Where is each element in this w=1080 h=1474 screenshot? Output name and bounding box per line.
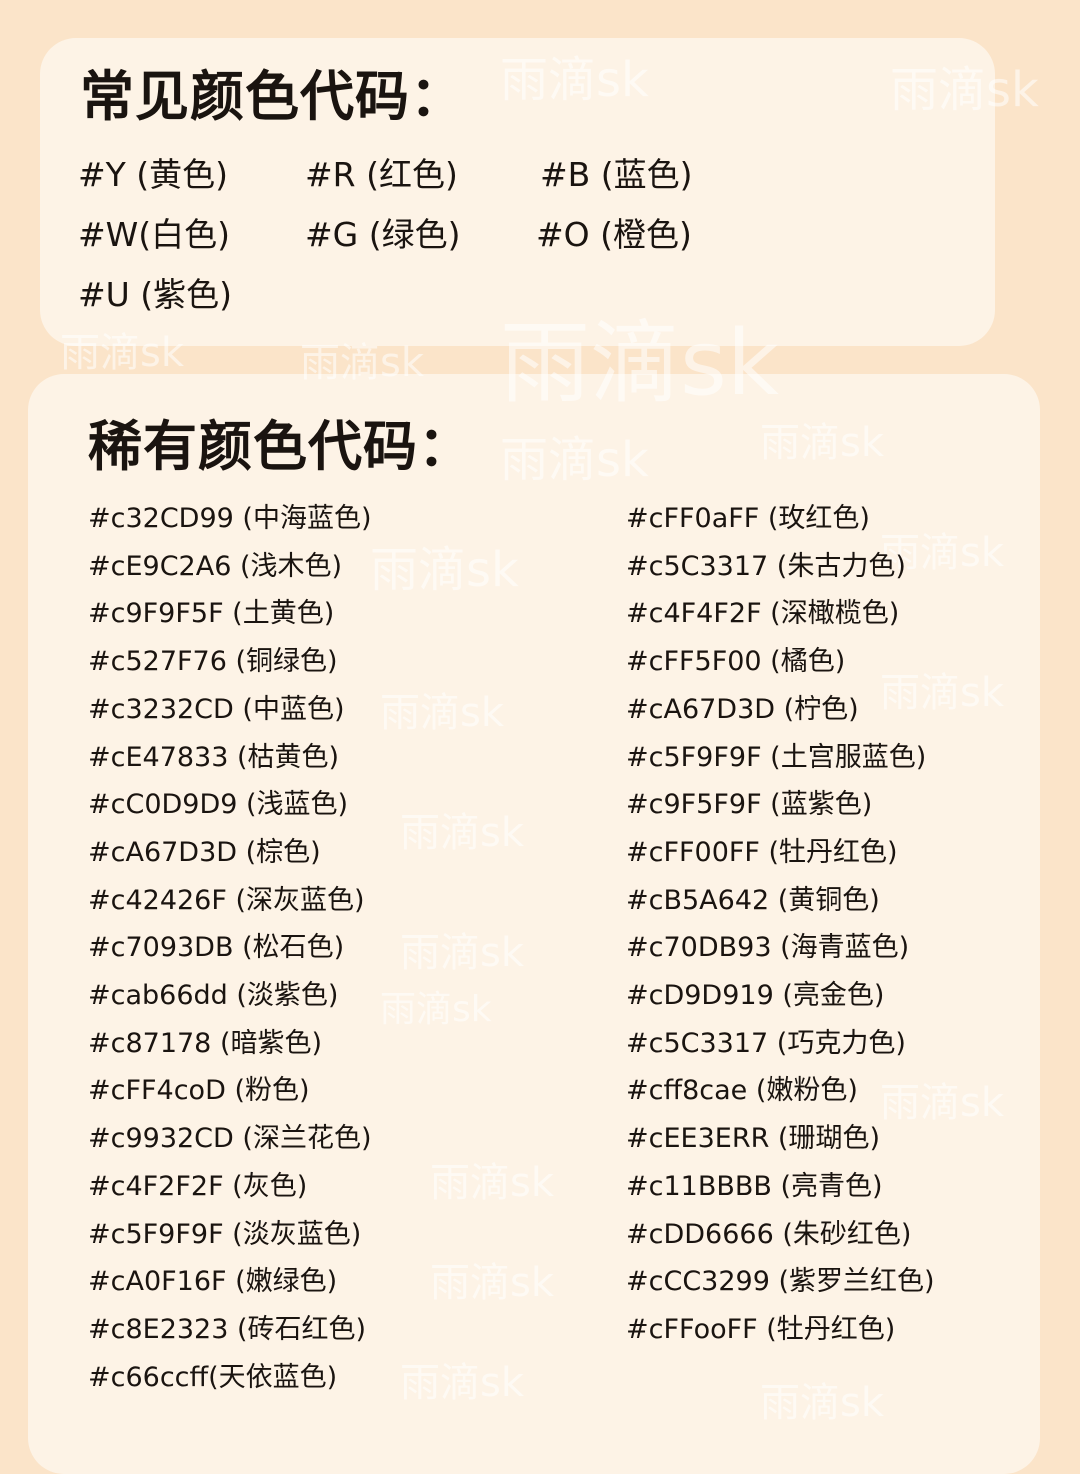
rare-color-item: #cEE3ERR (珊瑚色): [626, 1123, 880, 1155]
rare-color-item: #c42426F (深灰蓝色): [88, 884, 365, 916]
rare-color-item: #cFF00FF (牡丹红色): [626, 836, 898, 868]
rare-color-item: #c5F9F9F (土宫服蓝色): [626, 741, 927, 773]
rare-color-item: #cA0F16F (嫩绿色): [88, 1266, 338, 1298]
rare-color-item: #cFF5F00 (橘色): [626, 646, 846, 678]
rare-color-item: #cDD6666 (朱砂红色): [626, 1218, 912, 1250]
rare-color-item: #c4F2F2F (灰色): [88, 1170, 308, 1202]
rare-color-item: #cff8cae (嫩粉色): [626, 1075, 858, 1107]
rare-color-item: #c5C3317 (朱古力色): [626, 550, 906, 582]
rare-color-item: #c5C3317 (巧克力色): [626, 1027, 906, 1059]
rare-color-item: #c9F5F9F (蓝紫色): [626, 789, 873, 821]
rare-color-item: #c11BBBB (亮青色): [626, 1170, 883, 1202]
rare-color-item: #c66ccff(天依蓝色): [88, 1361, 338, 1393]
rare-color-item: #c87178 (暗紫色): [88, 1027, 323, 1059]
rare-color-item: #cB5A642 (黄铜色): [626, 884, 880, 916]
common-color-item: #Y (黄色): [78, 155, 229, 194]
rare-color-item: #cab66dd (淡紫色): [88, 980, 339, 1011]
rare-colors-card: [28, 374, 1040, 1474]
rare-color-item: #cFF4coD (粉色): [88, 1075, 310, 1107]
rare-color-item: #c32CD99 (中海蓝色): [88, 503, 372, 534]
common-colors-title: 常见颜色代码：: [80, 65, 465, 128]
common-color-item: #O (橙色): [536, 215, 692, 254]
rare-color-item: #cE9C2A6 (浅木色): [88, 550, 343, 582]
rare-color-item: #c7093DB (松石色): [88, 932, 345, 964]
common-color-item: #G (绿色): [305, 215, 461, 254]
rare-color-item: #c4F4F2F (深橄榄色): [626, 598, 900, 630]
rare-color-item: #cD9D919 (亮金色): [626, 980, 885, 1011]
rare-color-item: #cE47833 (枯黄色): [88, 741, 340, 773]
rare-color-item: #cFF0aFF (玫红色): [626, 503, 870, 534]
rare-color-item: #c5F9F9F (淡灰蓝色): [88, 1218, 362, 1250]
rare-color-item: #c9F9F5F (土黄色): [88, 598, 335, 630]
rare-color-item: #cC0D9D9 (浅蓝色): [88, 789, 349, 821]
rare-color-item: #c70DB93 (海青蓝色): [626, 932, 910, 964]
rare-color-item: #cA67D3D (棕色): [88, 836, 321, 868]
common-color-item: #W(白色): [78, 215, 231, 254]
rare-color-item: #cFFooFF (牡丹红色): [626, 1313, 896, 1345]
rare-color-item: #c527F76 (铜绿色): [88, 646, 338, 678]
rare-color-item: #cA67D3D (柠色): [626, 693, 859, 725]
rare-color-item: #cCC3299 (紫罗兰红色): [626, 1266, 935, 1298]
rare-colors-title: 稀有颜色代码：: [88, 415, 473, 478]
rare-color-item: #c9932CD (深兰花色): [88, 1123, 372, 1155]
common-color-item: #U (紫色): [78, 275, 233, 314]
rare-color-item: #c8E2323 (砖石红色): [88, 1313, 367, 1345]
common-colors-card: [40, 38, 995, 346]
common-color-item: #B (蓝色): [540, 155, 693, 194]
common-color-item: #R (红色): [305, 155, 458, 194]
rare-color-item: #c3232CD (中蓝色): [88, 693, 345, 725]
